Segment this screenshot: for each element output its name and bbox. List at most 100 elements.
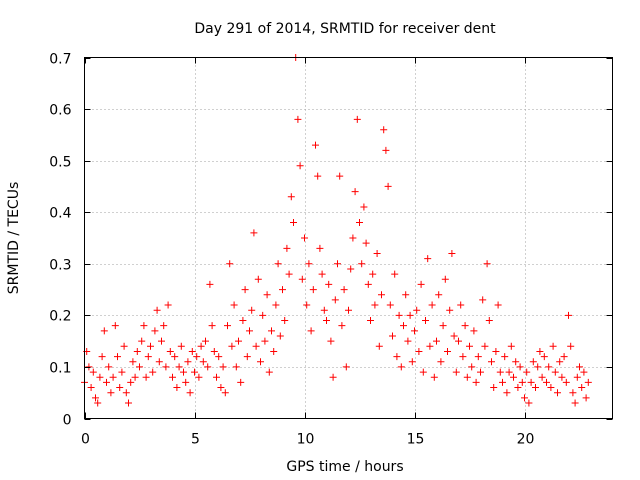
data-point (505, 368, 513, 376)
data-point (329, 373, 337, 381)
data-point (109, 373, 117, 381)
data-point (184, 358, 192, 366)
data-point (389, 332, 396, 340)
data-point (444, 347, 451, 355)
data-point (523, 368, 531, 376)
data-point (369, 270, 377, 278)
data-point (314, 172, 322, 180)
y-tick-label: 0.3 (49, 258, 71, 274)
data-point (85, 363, 93, 371)
data-point (351, 188, 359, 196)
data-point (298, 275, 306, 283)
data-point (116, 384, 124, 392)
data-point (494, 301, 502, 309)
data-point (347, 265, 355, 273)
data-point (125, 399, 132, 407)
data-point (92, 394, 99, 402)
data-point (521, 394, 528, 402)
data-point (556, 358, 564, 366)
data-point (488, 358, 495, 366)
data-point (177, 342, 185, 350)
data-point (345, 306, 352, 314)
data-point (195, 373, 203, 381)
data-point (270, 347, 278, 355)
data-point (173, 384, 181, 392)
data-point (215, 353, 223, 361)
data-point (144, 353, 152, 361)
data-point (243, 353, 251, 361)
data-point (446, 306, 454, 314)
data-point (129, 358, 137, 366)
data-point (393, 353, 401, 361)
data-point (490, 384, 498, 392)
data-point (103, 378, 110, 386)
data-point (499, 378, 506, 386)
data-point (158, 337, 165, 345)
x-tick-label: 5 (191, 432, 200, 448)
data-point (477, 368, 484, 376)
data-point (413, 306, 421, 314)
axis-ticks: 0 5 10 15 20 0 0.1 0.2 0.3 0.4 0.5 0.6 0.7 (49, 52, 613, 448)
data-point (540, 353, 548, 361)
data-point (461, 322, 469, 330)
data-point (182, 378, 190, 386)
data-point (89, 368, 97, 376)
data-point (226, 260, 234, 268)
data-point (202, 337, 209, 345)
data-point (441, 275, 449, 283)
data-point (312, 141, 319, 149)
data-point (573, 373, 581, 381)
data-point (263, 291, 271, 299)
x-tick-label: 10 (297, 432, 315, 448)
y-axis-label: SRMTID / TECUs (6, 182, 22, 295)
data-point (534, 363, 542, 371)
data-point (230, 301, 238, 309)
data-point (406, 311, 414, 319)
data-point (397, 363, 405, 371)
data-point (516, 363, 524, 371)
data-point (435, 291, 443, 299)
data-point (279, 286, 286, 294)
data-point (582, 394, 590, 402)
data-point (417, 280, 425, 288)
data-point (386, 301, 394, 309)
data-point (87, 384, 95, 392)
data-point (257, 358, 264, 366)
data-point (175, 363, 183, 371)
data-point (318, 270, 326, 278)
data-point (147, 342, 154, 350)
data-point (578, 384, 586, 392)
data-point (111, 322, 119, 330)
data-point (140, 322, 148, 330)
data-point (569, 389, 577, 397)
y-tick-label: 0.7 (49, 52, 71, 68)
data-point (402, 291, 410, 299)
data-point (472, 378, 480, 386)
y-tick-label: 0.5 (49, 155, 71, 171)
data-point (250, 229, 258, 237)
data-point (94, 399, 102, 407)
data-point (153, 306, 161, 314)
data-point (496, 368, 504, 376)
data-point (265, 368, 273, 376)
data-point (303, 301, 311, 309)
data-point (208, 322, 216, 330)
data-point (287, 193, 295, 201)
data-point (323, 317, 330, 325)
data-point (483, 260, 491, 268)
grid (84, 57, 613, 419)
data-point (254, 275, 262, 283)
data-point (342, 363, 350, 371)
data-point (259, 311, 267, 319)
data-point (349, 234, 357, 242)
data-point (424, 255, 432, 263)
x-tick-label: 20 (517, 432, 535, 448)
data-point (527, 378, 535, 386)
data-point (131, 373, 139, 381)
data-point (463, 373, 471, 381)
data-point (514, 384, 522, 392)
data-point (188, 347, 196, 355)
data-point (353, 115, 361, 123)
data-point (549, 342, 557, 350)
data-point (268, 327, 275, 335)
